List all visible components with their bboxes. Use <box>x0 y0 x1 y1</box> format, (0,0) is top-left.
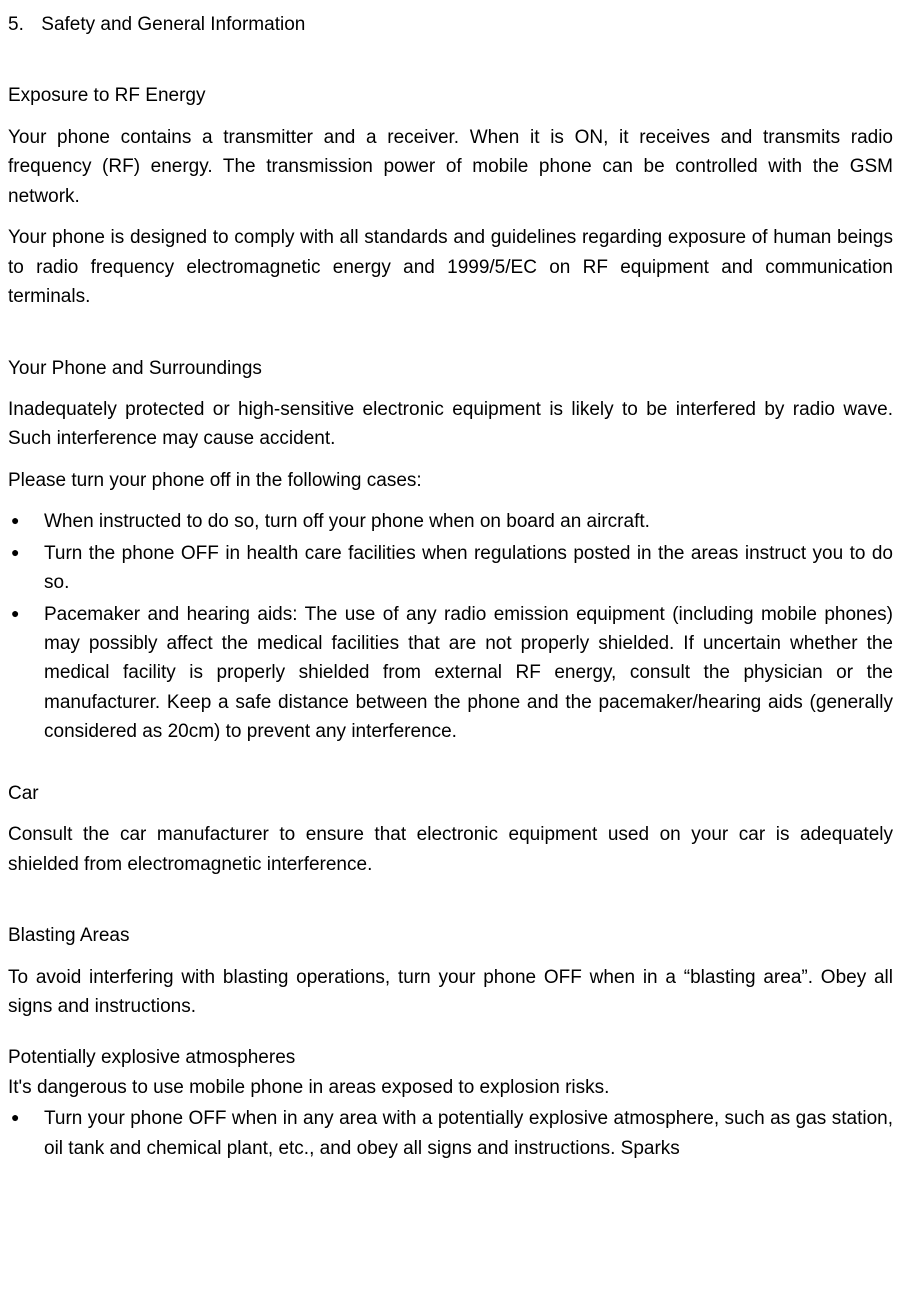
list-item: Pacemaker and hearing aids: The use of a… <box>8 600 893 747</box>
paragraph: Inadequately protected or high-sensitive… <box>8 395 893 454</box>
paragraph: To avoid interfering with blasting opera… <box>8 963 893 1022</box>
paragraph: Consult the car manufacturer to ensure t… <box>8 820 893 879</box>
list-item: When instructed to do so, turn off your … <box>8 507 893 536</box>
section-heading-blasting: Blasting Areas <box>8 921 893 950</box>
chapter-heading: 5. Safety and General Information <box>8 10 893 39</box>
section-heading-explosive: Potentially explosive atmospheres <box>8 1043 893 1072</box>
chapter-title: Safety and General Information <box>41 14 305 35</box>
section-heading-rf: Exposure to RF Energy <box>8 81 893 110</box>
paragraph: Your phone is designed to comply with al… <box>8 223 893 311</box>
section-heading-car: Car <box>8 779 893 808</box>
paragraph: Please turn your phone off in the follow… <box>8 466 893 495</box>
paragraph: It's dangerous to use mobile phone in ar… <box>8 1073 893 1102</box>
list-item: Turn the phone OFF in health care facili… <box>8 539 893 598</box>
bullet-list: Turn your phone OFF when in any area wit… <box>8 1104 893 1163</box>
list-item: Turn your phone OFF when in any area wit… <box>8 1104 893 1163</box>
chapter-number: 5. <box>8 10 36 39</box>
section-heading-surroundings: Your Phone and Surroundings <box>8 354 893 383</box>
paragraph: Your phone contains a transmitter and a … <box>8 123 893 211</box>
bullet-list: When instructed to do so, turn off your … <box>8 507 893 747</box>
